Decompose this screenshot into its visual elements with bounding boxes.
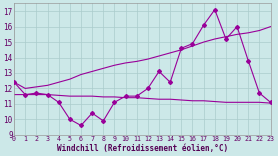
X-axis label: Windchill (Refroidissement éolien,°C): Windchill (Refroidissement éolien,°C) (57, 144, 228, 153)
